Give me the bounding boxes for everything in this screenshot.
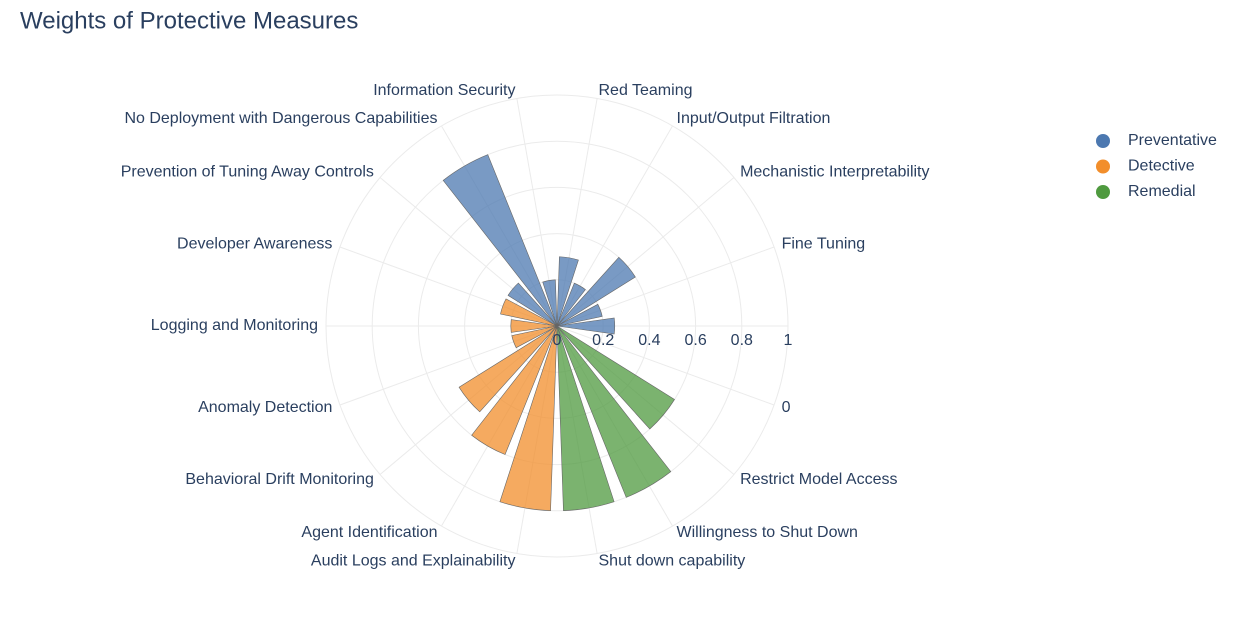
bar <box>499 325 558 511</box>
bar <box>511 325 558 349</box>
bar <box>556 282 586 327</box>
radial-tick-label: 1 <box>784 332 793 349</box>
angular-tick-label: Behavioral Drift Monitoring <box>185 471 374 488</box>
bar <box>556 256 636 327</box>
bar <box>507 282 558 327</box>
radial-tick-label: 0.8 <box>731 332 753 349</box>
bar <box>556 325 675 430</box>
radial-tick-label: 0 <box>553 332 562 349</box>
legend-marker <box>1096 185 1110 199</box>
bar <box>556 317 616 335</box>
bar <box>458 325 558 413</box>
legend-marker <box>1096 159 1110 174</box>
chart-title: Weights of Protective Measures <box>20 7 358 34</box>
angular-tick-label: Developer Awareness <box>177 235 332 252</box>
bar <box>442 154 558 327</box>
legend-label: Preventative <box>1128 132 1217 149</box>
angular-tick-label: Anomaly Detection <box>198 399 332 416</box>
bar <box>556 325 672 498</box>
angular-tick-label: Shut down capability <box>599 553 746 570</box>
angular-tick-label: Willingness to Shut Down <box>677 524 858 541</box>
legend-label: Remedial <box>1128 183 1196 200</box>
angular-tick-label: Red Teaming <box>599 82 693 99</box>
angular-tick-label: Fine Tuning <box>782 235 866 252</box>
bar <box>471 325 558 455</box>
angular-grid-line <box>556 325 775 406</box>
angular-tick-label: No Deployment with Dangerous Capabilitie… <box>124 110 437 127</box>
bar <box>542 279 558 327</box>
angular-tick-label: 0 <box>782 399 791 416</box>
angular-tick-label: Agent Identification <box>301 524 437 541</box>
angular-tick-label: Restrict Model Access <box>740 471 897 488</box>
bar <box>556 303 603 327</box>
angular-tick-label: Logging and Monitoring <box>151 317 318 334</box>
radial-tick-label: 0.4 <box>638 332 660 349</box>
angular-tick-label: Input/Output Filtration <box>677 110 831 127</box>
angular-tick-label: Information Security <box>373 82 515 99</box>
bar <box>556 256 579 327</box>
bar <box>556 325 615 511</box>
radial-tick-label: 0.6 <box>684 332 706 349</box>
angular-tick-label: Audit Logs and Explainability <box>311 553 516 570</box>
angular-tick-label: Prevention of Tuning Away Controls <box>121 164 374 181</box>
angular-tick-label: Mechanistic Interpretability <box>740 164 929 181</box>
legend-marker <box>1096 134 1110 148</box>
bar <box>500 298 558 327</box>
bar <box>510 319 558 333</box>
legend-label: Detective <box>1128 158 1195 175</box>
radial-tick-label: 0.2 <box>592 332 614 349</box>
